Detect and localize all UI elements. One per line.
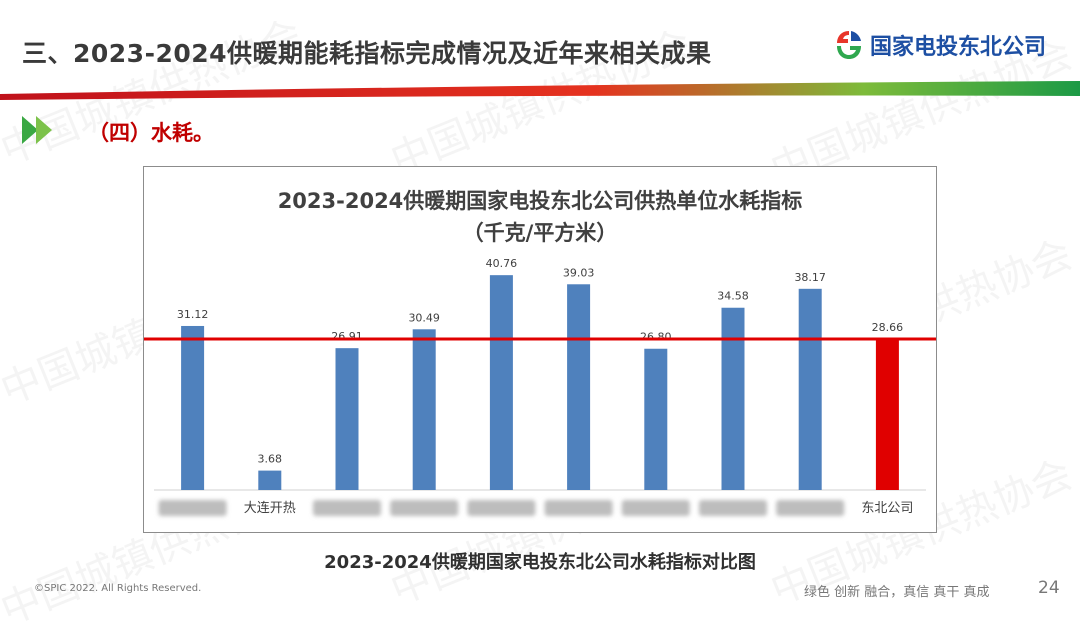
data-label: 34.58 xyxy=(717,290,749,303)
redacted-category-label xyxy=(390,500,459,516)
data-label: 26.91 xyxy=(331,330,363,343)
data-label: 39.03 xyxy=(563,266,595,279)
data-label: 3.68 xyxy=(258,453,283,466)
redacted-category-label xyxy=(621,500,690,516)
bar xyxy=(335,348,359,490)
redacted-category-label xyxy=(699,500,767,516)
redacted-category-label xyxy=(313,500,381,516)
footer-copyright: ©SPIC 2022. All Rights Reserved. xyxy=(34,583,202,594)
page-number: 24 xyxy=(1038,578,1060,598)
data-label: 30.49 xyxy=(408,311,440,324)
section-heading: （四）水耗。 xyxy=(88,121,214,145)
bar xyxy=(181,325,205,490)
category-label: 大连开热 xyxy=(244,500,296,516)
double-chevron-right-icon xyxy=(22,116,52,144)
redacted-category-label xyxy=(467,500,536,516)
bar xyxy=(721,307,745,490)
redacted-category-label xyxy=(544,500,613,516)
data-label: 40.76 xyxy=(486,257,518,270)
redacted-category-label xyxy=(158,500,227,516)
bar xyxy=(644,348,668,490)
title-divider xyxy=(0,81,1080,100)
bar xyxy=(567,284,591,490)
bar xyxy=(412,329,436,490)
bar xyxy=(258,470,282,490)
chart-title-line2: （千克/平方米） xyxy=(462,221,618,245)
spic-logo-icon xyxy=(837,31,861,59)
chart-caption: 2023-2024供暖期国家电投东北公司水耗指标对比图 xyxy=(324,552,756,573)
data-label: 31.12 xyxy=(177,308,209,321)
highlight-bar xyxy=(875,338,899,490)
footer-slogan: 绿色 创新 融合，真信 真干 真成 xyxy=(804,585,990,600)
category-label: 东北公司 xyxy=(861,501,913,516)
bar-chart: 31.12 3.68 大连开热 26.91 30.49 40.76 39.03 26.80 34… xyxy=(144,257,936,516)
data-label: 28.66 xyxy=(872,321,904,334)
logo: 国家电投东北公司 xyxy=(834,28,1046,62)
slide-title: 三、2023-2024供暖期能耗指标完成情况及近年来相关成果 xyxy=(22,39,712,68)
data-label: 26.80 xyxy=(640,331,672,344)
redacted-category-label xyxy=(776,500,845,516)
chart-title-line1: 2023-2024供暖期国家电投东北公司供热单位水耗指标 xyxy=(277,189,803,213)
logo-text: 国家电投东北公司 xyxy=(870,35,1047,60)
chart-container: 2023-2024供暖期国家电投东北公司供热单位水耗指标 （千克/平方米） 31… xyxy=(143,166,937,533)
data-label: 38.17 xyxy=(794,271,826,284)
bar xyxy=(798,288,822,490)
bar xyxy=(489,275,513,490)
